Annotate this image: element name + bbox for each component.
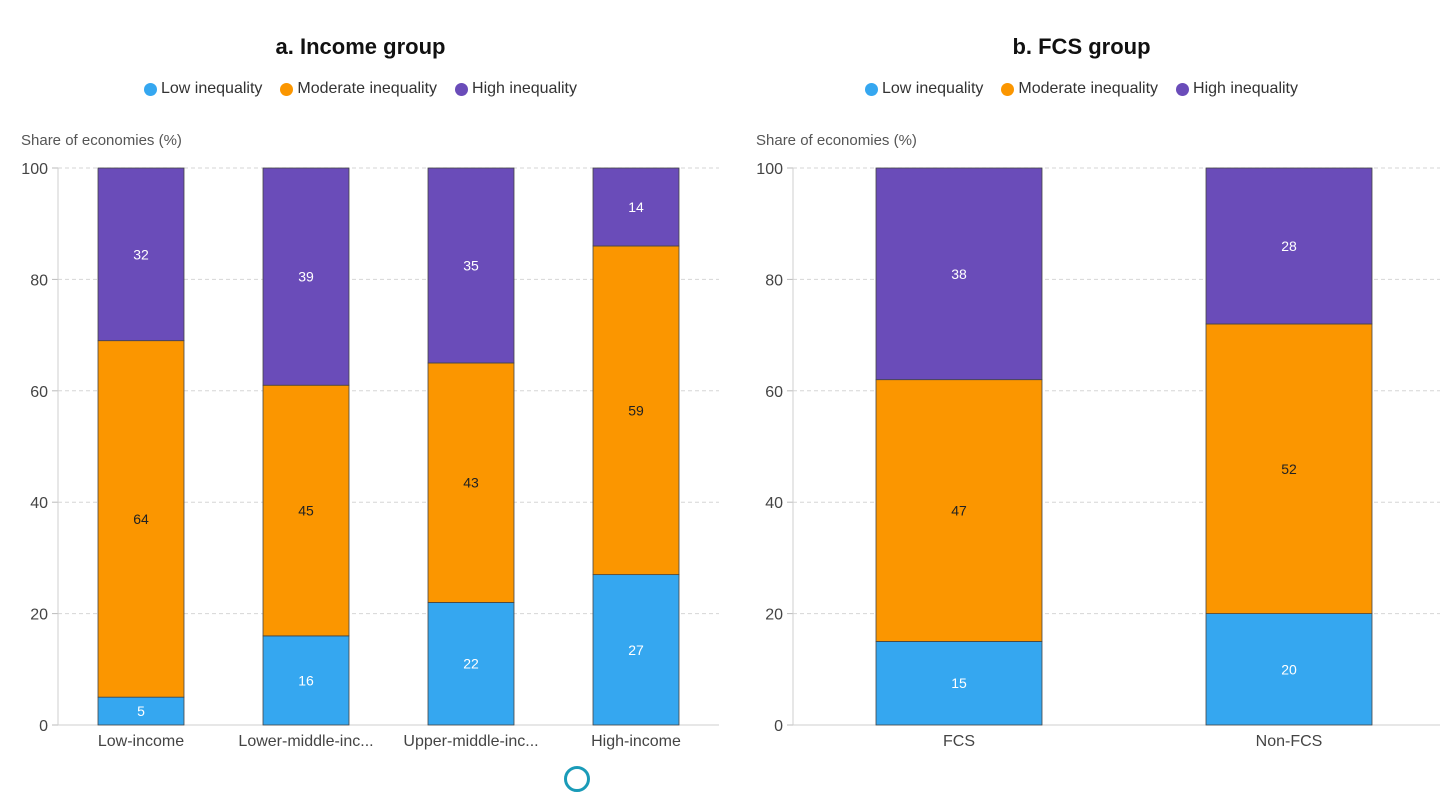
bar-segment-low-inequality — [97, 696, 185, 726]
bar-segment-moderate-inequality — [592, 245, 680, 576]
data-label: 28 — [1281, 238, 1297, 254]
legend-swatch-low — [144, 82, 157, 96]
chart-panel-income-group: a. Income group Low inequality Moderate … — [0, 0, 721, 774]
chart-panel-fcs-group: b. FCS group Low inequality Moderate ine… — [721, 0, 1442, 774]
x-tick-label: Non-FCS — [1256, 733, 1323, 750]
x-tick-label: Lower-middle-inc... — [238, 733, 373, 750]
data-label: 45 — [298, 503, 314, 519]
legend-swatch-high — [455, 82, 469, 96]
chart-title: b. FCS group — [1012, 34, 1151, 59]
x-tick-label: FCS — [943, 733, 975, 750]
chart-plot-area: 0 20 40 60 80 100 15 47 38 FCS 20 52 28 Non-FCS — [756, 161, 1440, 750]
bar-segment-high-inequality — [592, 167, 680, 247]
data-label: 43 — [463, 475, 479, 491]
legend-label: Low inequality — [161, 80, 263, 97]
bar-segment-moderate-inequality — [97, 340, 185, 698]
legend-item-high[interactable]: High inequality — [455, 80, 577, 98]
data-label: 64 — [133, 511, 149, 527]
data-label: 27 — [628, 642, 644, 658]
chart-plot-area: 0 20 40 60 80 100 5 64 32 Low-income 16 45 39 Lower-m… — [21, 161, 719, 750]
bar-segment-low-inequality — [592, 574, 680, 726]
data-label: 14 — [628, 199, 644, 215]
y-tick-label: 0 — [39, 718, 48, 735]
bar-segment-low-inequality — [875, 641, 1043, 726]
bar-segment-low-inequality — [1205, 613, 1373, 726]
legend-swatch-low — [865, 82, 878, 96]
chart-legend: Low inequality Moderate inequality High … — [721, 80, 1442, 98]
legend-item-low[interactable]: Low inequality — [865, 80, 983, 98]
y-tick-label: 20 — [765, 607, 783, 624]
data-label: 20 — [1281, 661, 1297, 677]
y-tick-label: 80 — [30, 272, 48, 289]
y-tick-label: 40 — [30, 495, 48, 512]
bar-segment-high-inequality — [262, 167, 350, 386]
data-label: 35 — [463, 257, 479, 273]
y-tick-label: 40 — [765, 495, 783, 512]
x-tick-label: Upper-middle-inc... — [403, 733, 538, 750]
bar-segment-high-inequality — [97, 167, 185, 342]
y-axis-label: Share of economies (%) — [756, 132, 917, 149]
legend-item-moderate[interactable]: Moderate inequality — [280, 80, 437, 98]
data-label: 47 — [951, 503, 967, 519]
data-label: 59 — [628, 402, 644, 418]
chart-legend: Low inequality Moderate inequality High … — [0, 80, 721, 98]
data-label: 39 — [298, 269, 314, 285]
chart-title: a. Income group — [275, 34, 446, 59]
bar-segment-moderate-inequality — [427, 362, 515, 603]
legend-item-low[interactable]: Low inequality — [144, 80, 262, 98]
data-label: 22 — [463, 656, 479, 672]
y-tick-label: 20 — [30, 607, 48, 624]
y-tick-label: 60 — [30, 384, 48, 401]
legend-item-moderate[interactable]: Moderate inequality — [1001, 80, 1158, 98]
x-tick-label: High-income — [591, 733, 681, 750]
data-label: 15 — [951, 675, 967, 691]
data-label: 16 — [298, 672, 314, 688]
bar-segment-moderate-inequality — [262, 384, 350, 637]
y-tick-label: 80 — [765, 272, 783, 289]
x-tick-label: Low-income — [98, 733, 184, 750]
legend-label: High inequality — [472, 80, 577, 97]
legend-label: Moderate inequality — [1018, 80, 1159, 97]
legend-swatch-high — [1176, 82, 1190, 96]
bar-segment-moderate-inequality — [1205, 323, 1373, 615]
legend-swatch-moderate — [1001, 82, 1015, 96]
legend-label: Low inequality — [882, 80, 984, 97]
globe-logo-icon — [564, 766, 590, 792]
y-tick-label: 60 — [765, 384, 783, 401]
legend-item-high[interactable]: High inequality — [1176, 80, 1298, 98]
y-axis-label: Share of economies (%) — [21, 132, 182, 149]
data-label: 38 — [951, 266, 967, 282]
legend-swatch-moderate — [280, 82, 294, 96]
y-tick-label: 100 — [21, 161, 48, 178]
bar-segment-low-inequality — [262, 635, 350, 726]
data-label: 5 — [137, 703, 145, 719]
bar-segment-moderate-inequality — [875, 379, 1043, 642]
bar-segment-high-inequality — [875, 167, 1043, 381]
legend-label: High inequality — [1193, 80, 1298, 97]
data-label: 32 — [133, 246, 149, 262]
bar-segment-low-inequality — [427, 602, 515, 726]
y-tick-label: 0 — [774, 718, 783, 735]
y-tick-label: 100 — [756, 161, 783, 178]
data-label: 52 — [1281, 461, 1297, 477]
bar-segment-high-inequality — [427, 167, 515, 364]
legend-label: Moderate inequality — [297, 80, 438, 97]
bar-segment-high-inequality — [1205, 167, 1373, 325]
